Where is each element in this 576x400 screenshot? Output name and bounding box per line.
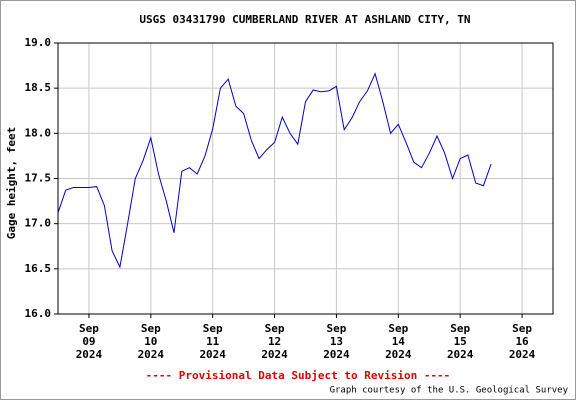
x-tick-label: Sep 14 2024 [385,322,412,361]
x-tick-label: Sep 15 2024 [446,322,474,361]
y-tick-label: 17.5 [25,172,52,185]
x-tick-label: Sep 16 2024 [508,322,536,361]
annotation: ---- Provisional Data Subject to Revisio… [146,369,451,382]
x-tick-label: Sep 09 2024 [75,322,103,361]
y-tick-label: 16.0 [25,307,52,320]
x-tick-label: Sep 11 2024 [199,322,226,361]
y-tick-label: 17.0 [25,217,52,230]
x-tick-label: Sep 12 2024 [261,322,288,361]
x-tick-label: Sep 10 2024 [137,322,165,361]
chart-title: USGS 03431790 CUMBERLAND RIVER AT ASHLAN… [139,13,470,26]
y-axis-label: Gage height, feet [5,127,18,240]
y-tick-label: 19.0 [25,36,52,49]
credit: Graph courtesy of the U.S. Geological Su… [330,386,569,396]
y-tick-label: 18.0 [25,126,52,139]
plot-area [57,42,554,315]
y-tick-label: 18.5 [25,81,52,94]
y-tick-label: 16.5 [25,262,52,275]
x-tick-label: Sep 13 2024 [323,322,350,361]
data-line [57,72,492,269]
